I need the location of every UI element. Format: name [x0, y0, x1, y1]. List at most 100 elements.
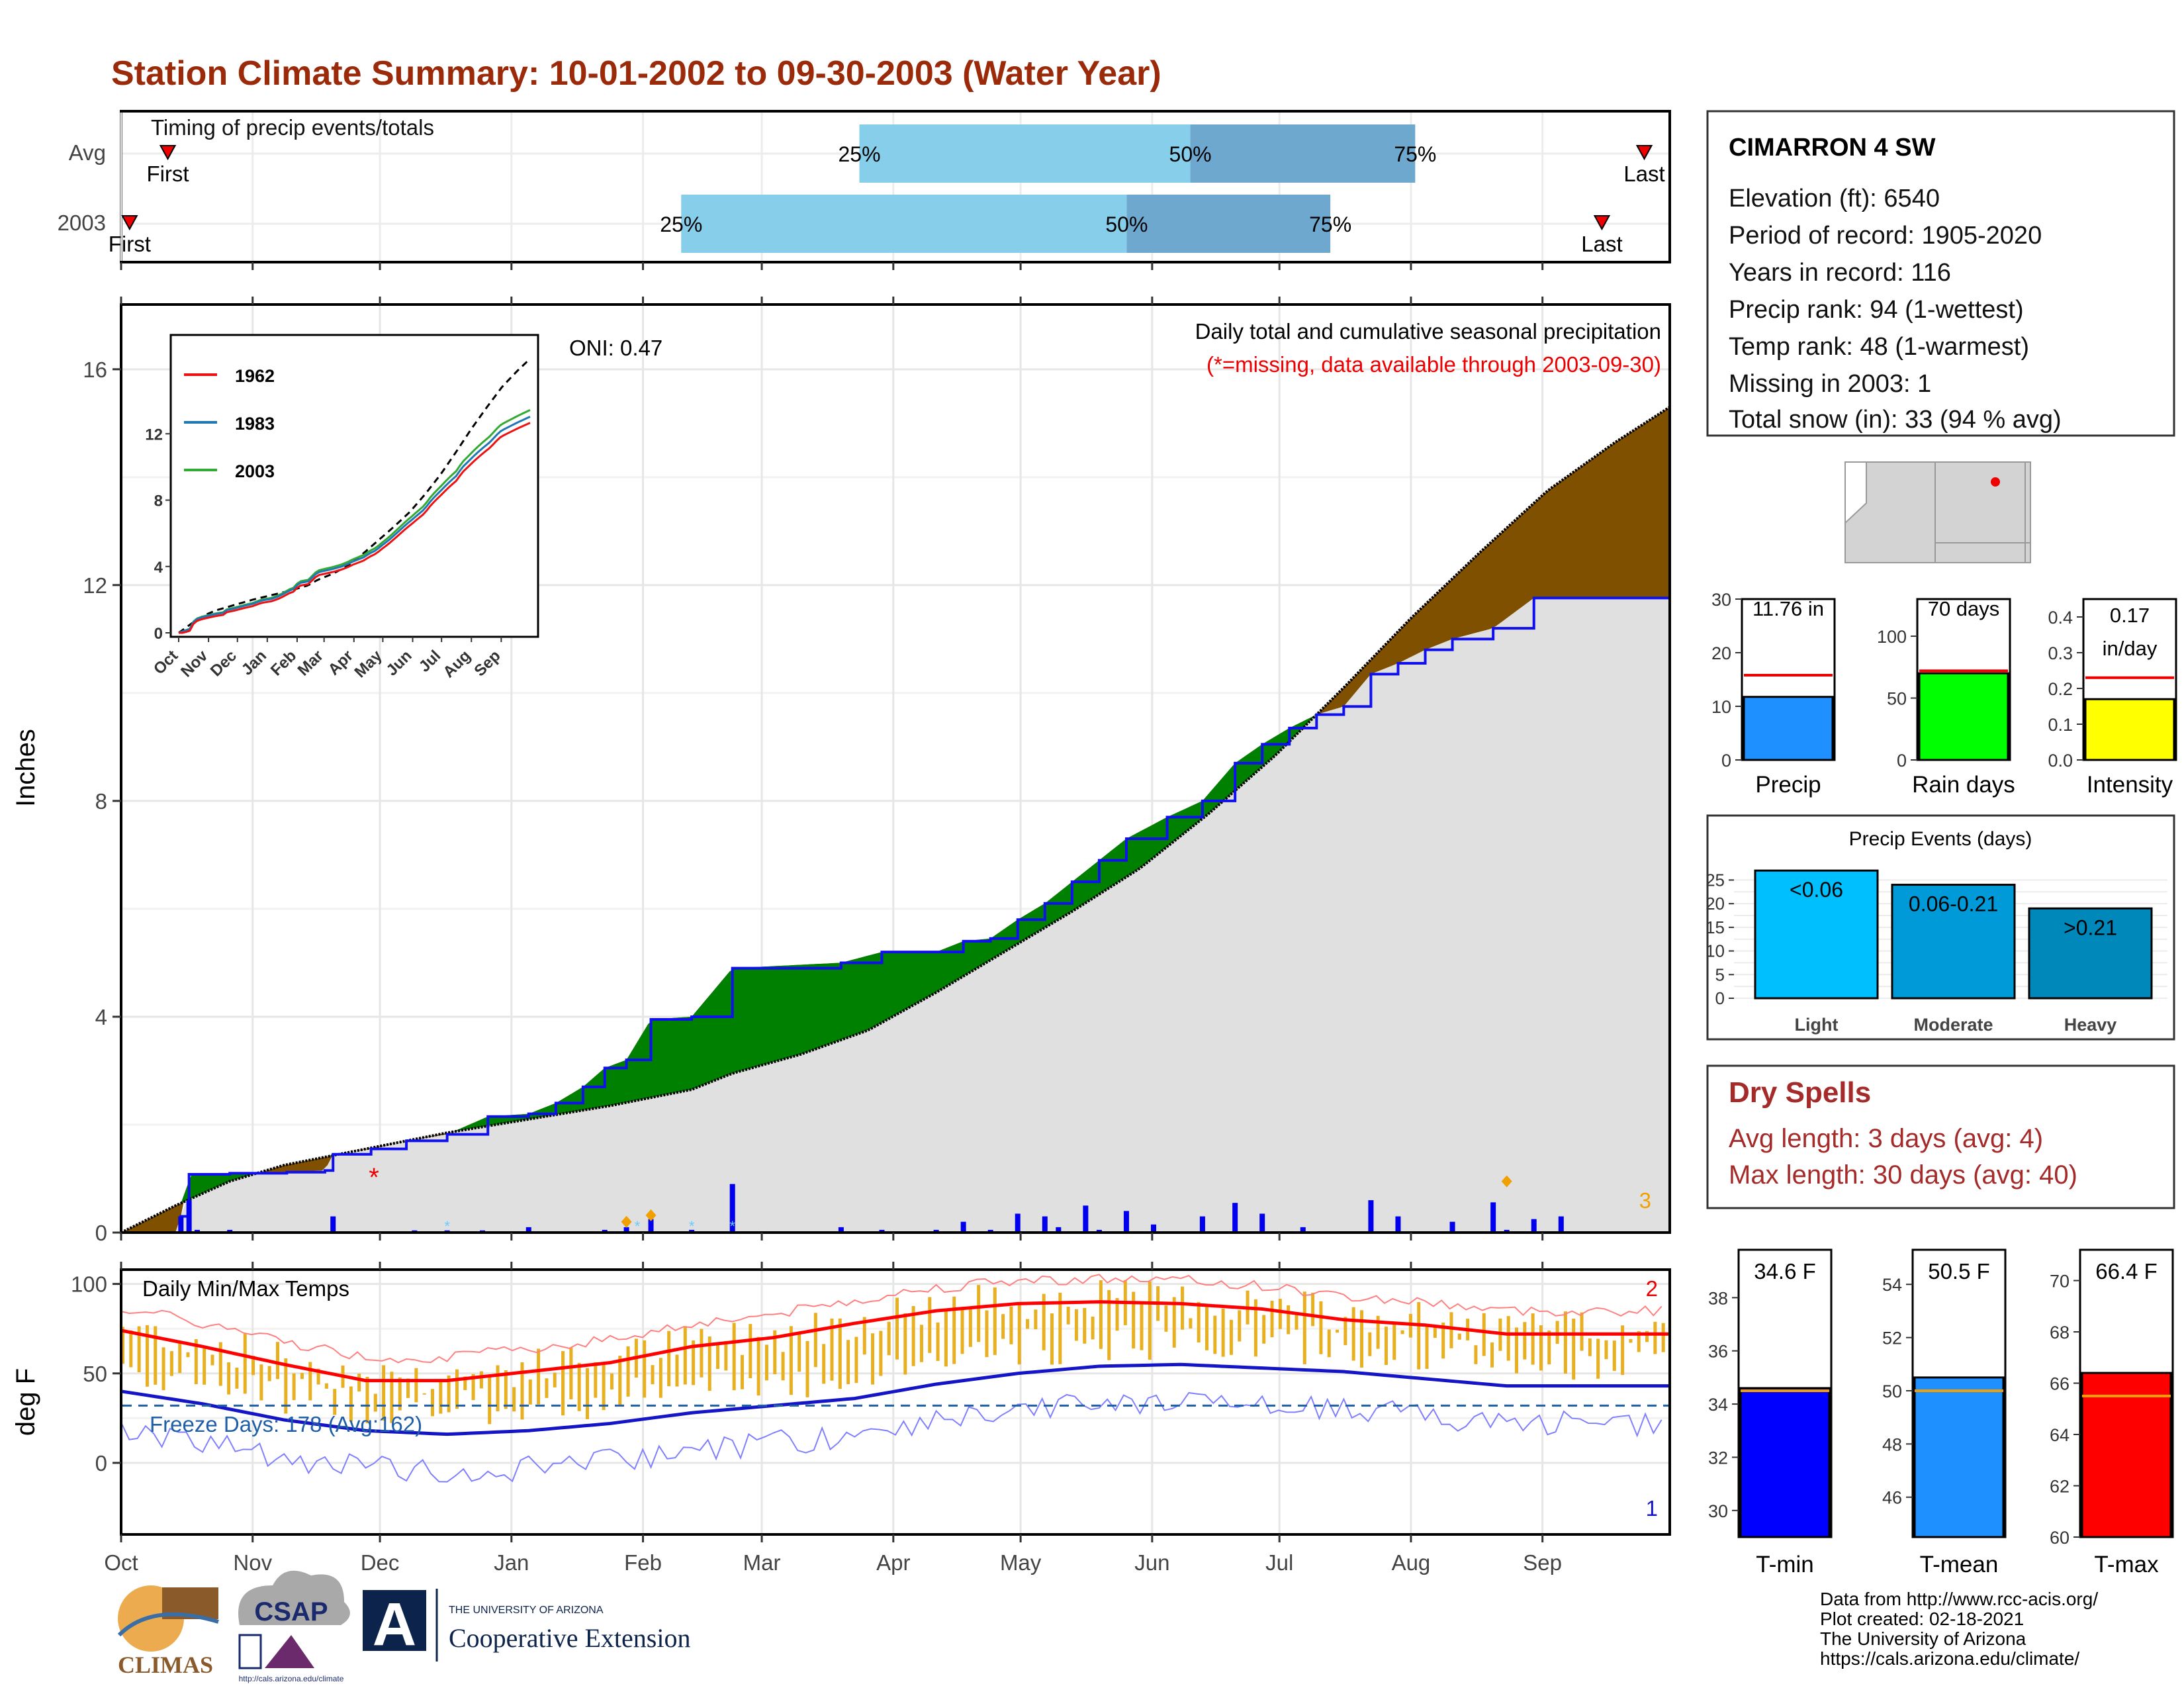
- last-event-marker-label: Last: [1623, 162, 1664, 186]
- daily-temp-bar: [145, 1325, 149, 1387]
- month-label: Sep: [1523, 1550, 1562, 1575]
- summary-y-tick-label: 100: [1877, 627, 1907, 647]
- daily-temp-bar: [1001, 1314, 1005, 1339]
- precip-y-ticks: 0 4 8 12 16: [83, 357, 121, 1245]
- daily-temp-bar: [1066, 1307, 1070, 1325]
- dry-spells-title: Dry Spells: [1729, 1076, 1871, 1109]
- daily-precip-bar: [960, 1221, 966, 1233]
- daily-temp-bar: [871, 1333, 875, 1385]
- events-bar-label: 0.06-0.21: [1909, 892, 1998, 916]
- inset-legend: 1962 1983 2003: [184, 366, 275, 481]
- inset-y-tick-label: 12: [145, 426, 163, 444]
- daily-precip-bar: [689, 1229, 695, 1233]
- last-event-marker-icon: [1635, 145, 1653, 161]
- credits: Data from http://www.rcc-acis.org/ Plot …: [1820, 1589, 2098, 1669]
- missing-marker: *: [369, 1163, 379, 1192]
- daily-temp-bar: [308, 1362, 312, 1401]
- daily-temp-bar: [178, 1340, 182, 1374]
- timing-pct-label: 75%: [1394, 142, 1436, 166]
- daily-temp-bar: [993, 1287, 997, 1355]
- summary-y-tick-label: 30: [1711, 590, 1731, 610]
- dry-spells-frame: [1706, 1064, 2175, 1209]
- daily-temp-bar: [1074, 1309, 1078, 1341]
- daily-temp-bar: [1287, 1305, 1291, 1335]
- locator-map: [1844, 461, 2031, 563]
- timing-title: Timing of precip events/totals: [151, 115, 434, 140]
- daily-precip-bar: [1395, 1216, 1401, 1233]
- summary-value-text: in/day: [2103, 637, 2158, 660]
- daily-temp-bar: [1629, 1338, 1633, 1343]
- daily-temp-bar: [919, 1325, 923, 1362]
- daily-precip-bar: [1449, 1221, 1455, 1233]
- precip-header: Daily total and cumulative seasonal prec…: [1195, 319, 1661, 344]
- inset-line-1962: [179, 422, 531, 634]
- timing-bar-50-75: [1126, 195, 1331, 253]
- daily-temp-bar: [1091, 1316, 1095, 1340]
- events-y-tick-label: 20: [1706, 894, 1725, 914]
- daily-temp-bar: [169, 1351, 173, 1376]
- daily-temp-bar: [577, 1362, 581, 1411]
- daily-precip-bar: [1096, 1229, 1102, 1233]
- daily-temp-bar: [1400, 1330, 1404, 1335]
- daily-temp-bar: [1612, 1340, 1616, 1371]
- daily-temp-bar: [227, 1362, 231, 1395]
- temp-summary-label: T-min: [1756, 1552, 1814, 1577]
- events-bar-label: >0.21: [2064, 915, 2117, 939]
- daily-temp-bar: [463, 1376, 467, 1390]
- ua-logo-letter: A: [373, 1591, 416, 1658]
- station-line: Years in record: 116: [1729, 259, 1951, 287]
- temp-y-tick-label: 70: [2050, 1272, 2070, 1291]
- temp-y-tick-label: 52: [1882, 1329, 1902, 1348]
- daily-temp-bar: [822, 1344, 826, 1384]
- daily-temp-bar: [324, 1383, 328, 1389]
- daily-precip-bar: [1504, 1229, 1510, 1233]
- daily-temp-bar: [968, 1307, 972, 1347]
- first-event-marker-icon: [159, 145, 177, 161]
- daily-temp-bar: [161, 1347, 165, 1391]
- daily-temp-bar: [1482, 1313, 1486, 1356]
- daily-precip-bar: [1368, 1200, 1374, 1233]
- daily-temp-bar: [895, 1297, 899, 1360]
- station-line: Precip rank: 94 (1-wettest): [1729, 296, 2024, 324]
- avg-tmax-line: [120, 1300, 1670, 1383]
- month-label: May: [1000, 1550, 1042, 1575]
- first-event-marker-label: First: [146, 162, 189, 186]
- temp-summary-label: T-mean: [1920, 1552, 1999, 1577]
- events-y-tick-label: 10: [1706, 941, 1725, 961]
- y-tick-label: 0: [95, 1451, 107, 1476]
- daily-precip-bar: [602, 1229, 608, 1233]
- daily-temp-bar: [210, 1354, 214, 1366]
- month-label: Aug: [1392, 1550, 1431, 1575]
- daily-precip-bar: [1015, 1213, 1021, 1233]
- daily-temp-bar: [1392, 1323, 1396, 1360]
- month-label: Jul: [1265, 1550, 1293, 1575]
- daily-temp-bar: [1343, 1317, 1347, 1346]
- summary-bar-label: Rain days: [1912, 772, 2015, 798]
- daily-temp-bar: [520, 1362, 524, 1420]
- timing-bar-25-50: [681, 195, 1127, 253]
- temp-panel: 0 50 100 deg F Daily Min/Max Temps Freeze …: [11, 1268, 1671, 1536]
- record-marker: [645, 1209, 657, 1221]
- credit-line: Data from http://www.rcc-acis.org/: [1820, 1589, 2098, 1609]
- daily-temp-bar: [390, 1372, 394, 1423]
- legend-label-1962: 1962: [235, 366, 275, 386]
- summary-y-tick-label: 0.0: [2048, 751, 2073, 771]
- daily-temp-bar: [749, 1324, 752, 1379]
- temp-grid: [120, 1271, 1668, 1533]
- events-bar-label: <0.06: [1790, 878, 1843, 902]
- station-line: Temp rank: 48 (1-warmest): [1729, 333, 2029, 361]
- daily-temp-bar: [1539, 1325, 1543, 1371]
- timing-row-label-2003: 2003: [58, 211, 106, 235]
- climas-wordmark: CLIMAS: [118, 1652, 213, 1678]
- daily-temp-bar: [1099, 1280, 1103, 1349]
- daily-precip-bar: [1056, 1227, 1062, 1233]
- daily-temp-bar: [1523, 1322, 1527, 1360]
- temp-y-tick-label: 66: [2050, 1374, 2070, 1394]
- summary-y-tick-label: 20: [1711, 643, 1731, 663]
- y-tick-label: 12: [83, 573, 107, 598]
- daily-temp-bar: [1596, 1338, 1600, 1379]
- daily-temp-bar: [1262, 1315, 1266, 1344]
- daily-temp-bar: [960, 1307, 964, 1354]
- events-y-tick-label: 25: [1706, 870, 1725, 890]
